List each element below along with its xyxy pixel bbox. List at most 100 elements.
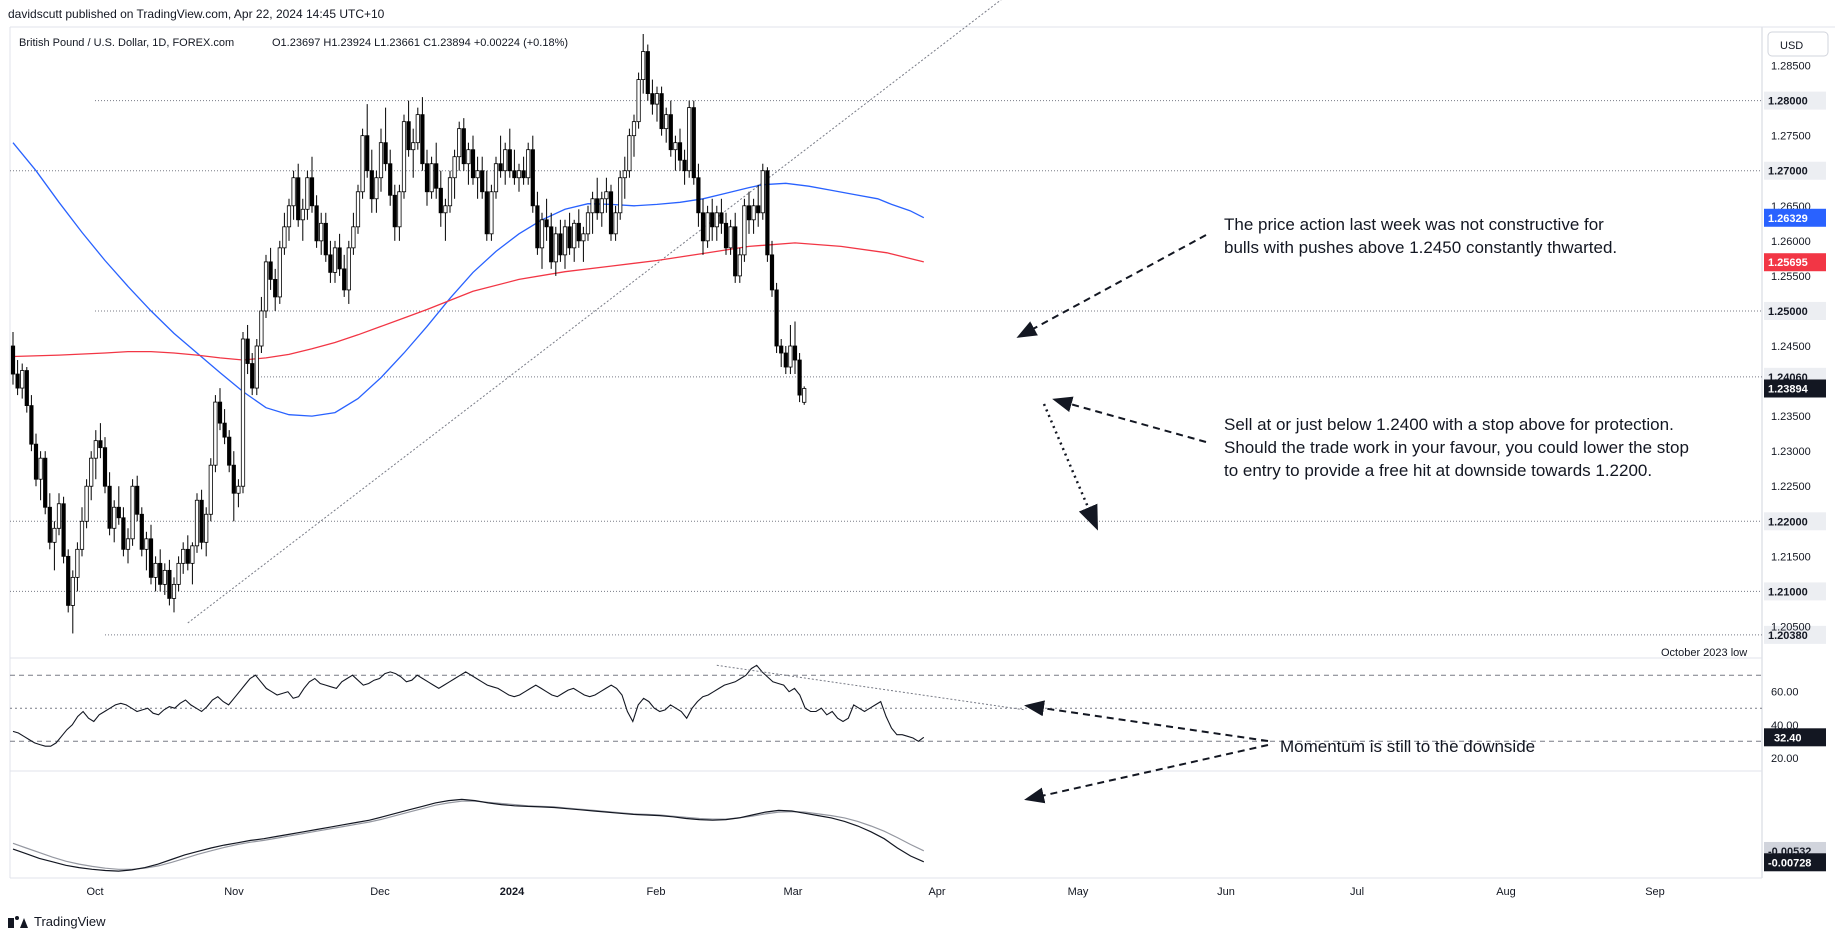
candle-body-up xyxy=(130,485,135,540)
candle-body-down xyxy=(24,370,29,406)
candle-body-down xyxy=(424,163,430,193)
candle xyxy=(567,212,572,255)
price-tick-label: 1.23000 xyxy=(1771,446,1811,458)
candle xyxy=(20,363,25,399)
candle xyxy=(282,212,287,255)
candle xyxy=(498,135,503,178)
candle-body-down xyxy=(392,194,397,228)
time-tick-label: Oct xyxy=(86,886,103,898)
candle-body-up xyxy=(636,79,641,123)
candle xyxy=(411,128,416,178)
candle-body-down xyxy=(268,261,273,280)
price-tick-label: 1.25500 xyxy=(1771,271,1811,283)
candle xyxy=(429,156,434,199)
candle xyxy=(98,423,103,459)
price-badge-label: 1.25695 xyxy=(1768,257,1808,269)
candle xyxy=(480,156,485,199)
candle xyxy=(346,240,351,304)
candle-body-down xyxy=(323,222,328,256)
candle-body-down xyxy=(535,205,540,249)
candle xyxy=(447,170,453,213)
candle-body-up xyxy=(475,170,480,179)
candle-body-down xyxy=(480,170,485,193)
candle-body-up xyxy=(291,177,296,207)
price-tick-label: 1.20500 xyxy=(1771,621,1811,633)
candle xyxy=(585,205,591,241)
candle-body-down xyxy=(530,149,535,207)
candle xyxy=(696,163,701,227)
level-label-box xyxy=(1764,91,1826,110)
macd-pane: -0.00532-0.00728 xyxy=(12,798,1826,872)
candle xyxy=(250,353,255,396)
candle-body-down xyxy=(420,114,425,165)
candle-body-down xyxy=(608,191,614,235)
candle xyxy=(213,395,218,473)
arrow-to-rsi xyxy=(1024,700,1269,742)
arrow-to-macd xyxy=(1024,744,1269,804)
candle-body-up xyxy=(332,247,338,273)
candle-body-down xyxy=(43,457,48,508)
candle-body-down xyxy=(309,177,315,207)
candle-body-up xyxy=(604,191,609,200)
candle xyxy=(378,128,384,192)
candle xyxy=(365,104,370,178)
candle xyxy=(107,472,112,536)
candle-body-up xyxy=(585,212,591,235)
candle xyxy=(75,542,80,592)
candle xyxy=(627,128,632,178)
candle-body-up xyxy=(144,538,149,550)
candle-body-up xyxy=(447,177,453,207)
candle xyxy=(636,72,641,129)
currency-box[interactable] xyxy=(1767,31,1829,57)
candle xyxy=(590,191,595,234)
candle-body-up xyxy=(125,538,131,550)
candle-body-down xyxy=(337,247,342,270)
candle-body-down xyxy=(250,363,255,389)
candle-body-up xyxy=(687,107,692,172)
candle-body-down xyxy=(98,440,103,449)
candle xyxy=(153,556,158,592)
candle xyxy=(461,118,466,171)
candle-body-down xyxy=(645,51,650,95)
candle xyxy=(576,209,581,248)
candle-body-up xyxy=(443,205,448,214)
candle xyxy=(52,521,57,571)
candle xyxy=(493,156,499,199)
candle xyxy=(526,142,531,185)
candle xyxy=(539,212,545,269)
candle xyxy=(737,247,742,283)
candle-body-down xyxy=(682,159,687,172)
candle-body-up xyxy=(401,121,407,193)
time-tick-label: Jul xyxy=(1350,886,1364,898)
candle-body-down xyxy=(199,499,204,543)
level-label: 1.22000 xyxy=(1768,516,1808,528)
candle xyxy=(89,451,94,501)
macd-line xyxy=(12,798,925,872)
candle-body-down xyxy=(746,205,752,221)
candle xyxy=(167,559,172,606)
level-label-box xyxy=(1764,625,1826,644)
candle-body-up xyxy=(346,247,351,291)
candle-body-up xyxy=(788,345,793,368)
candle-body-up xyxy=(429,163,434,193)
candle xyxy=(659,86,664,136)
rsi-badge-label: 32.40 xyxy=(1774,732,1802,744)
candle-body-up xyxy=(737,254,742,277)
candle-body-down xyxy=(677,142,683,161)
candle xyxy=(654,86,660,122)
candle-body-up xyxy=(355,191,361,228)
tradingview-brand[interactable]: TradingView xyxy=(8,914,106,929)
candle xyxy=(194,493,200,553)
level-label-box xyxy=(1764,582,1826,601)
candle xyxy=(760,163,765,220)
candle xyxy=(236,479,241,508)
candle xyxy=(599,191,604,227)
time-tick-label: 2024 xyxy=(500,886,525,898)
candle-body-up xyxy=(153,562,158,578)
candle xyxy=(443,198,448,241)
candle xyxy=(710,198,715,241)
candle-body-up xyxy=(93,440,98,459)
candle-body-up xyxy=(673,142,678,151)
candle-body-down xyxy=(719,212,724,224)
time-tick-label: Mar xyxy=(784,886,803,898)
